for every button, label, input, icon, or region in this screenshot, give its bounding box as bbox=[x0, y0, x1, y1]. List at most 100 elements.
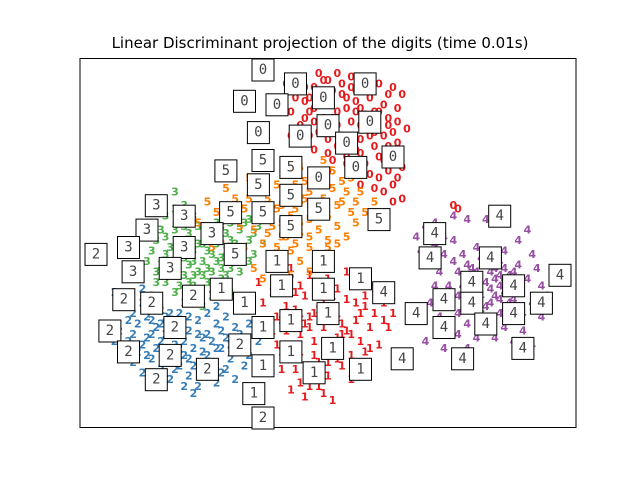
data-point-digit-5: 5 bbox=[343, 231, 351, 244]
digit-thumbnail: 5 bbox=[219, 201, 243, 225]
digit-thumbnail: 4 bbox=[432, 316, 456, 339]
thumbnail-digit-glyph: 5 bbox=[287, 187, 295, 203]
data-point-digit-3: 3 bbox=[222, 269, 230, 282]
data-point-digit-2: 2 bbox=[185, 352, 193, 365]
digit-thumbnail: 5 bbox=[279, 155, 303, 179]
digit-thumbnail: 0 bbox=[233, 89, 256, 113]
data-point-digit-0: 0 bbox=[352, 105, 360, 118]
data-point-digit-3: 3 bbox=[241, 217, 249, 230]
thumbnail-digit-glyph: 5 bbox=[254, 177, 262, 193]
thumbnail-digit-glyph: 0 bbox=[314, 170, 322, 186]
chart-title: Linear Discriminant projection of the di… bbox=[111, 34, 529, 52]
data-point-digit-0: 0 bbox=[384, 88, 392, 101]
thumbnail-frame bbox=[98, 319, 122, 343]
digit-thumbnail: 0 bbox=[381, 145, 405, 169]
data-point-digit-3: 3 bbox=[148, 245, 156, 258]
data-point-digit-1: 1 bbox=[273, 311, 281, 324]
thumbnail-frame bbox=[265, 249, 289, 273]
digit-thumbnail: 1 bbox=[316, 302, 340, 326]
thumbnail-frame bbox=[432, 316, 456, 339]
data-point-digit-2: 2 bbox=[171, 363, 179, 376]
data-point-digit-5: 5 bbox=[329, 182, 337, 195]
data-point-digit-3: 3 bbox=[245, 234, 253, 247]
data-point-digit-5: 5 bbox=[301, 192, 309, 205]
digit-thumbnail: 5 bbox=[279, 183, 303, 207]
data-point-digit-0: 0 bbox=[389, 178, 397, 191]
thumbnail-digit-glyph: 2 bbox=[124, 344, 132, 360]
data-point-digit-0: 0 bbox=[366, 130, 374, 143]
data-point-digit-3: 3 bbox=[171, 224, 179, 237]
thumbnail-digit-glyph: 1 bbox=[319, 281, 327, 297]
data-point-digit-4: 4 bbox=[514, 258, 522, 271]
thumbnail-digit-glyph: 5 bbox=[287, 219, 295, 235]
data-point-digit-0: 0 bbox=[333, 67, 341, 80]
data-point-digit-5: 5 bbox=[333, 199, 341, 212]
data-point-digit-2: 2 bbox=[217, 342, 225, 355]
thumbnail-frame bbox=[181, 284, 205, 308]
data-point-digit-1: 1 bbox=[343, 293, 351, 306]
data-point-digit-1: 1 bbox=[338, 328, 346, 341]
digit-thumbnail: 0 bbox=[246, 121, 270, 145]
digit-thumbnail: 3 bbox=[172, 204, 196, 228]
thumbnail-digit-glyph: 2 bbox=[166, 347, 174, 363]
thumbnail-frame bbox=[214, 159, 238, 183]
data-point-digit-5: 5 bbox=[352, 196, 360, 209]
data-point-digit-0: 0 bbox=[315, 67, 323, 80]
data-point-digit-3: 3 bbox=[199, 269, 207, 282]
thumbnail-frame bbox=[460, 291, 484, 315]
thumbnail-frame bbox=[335, 131, 359, 155]
digit-thumbnail: 4 bbox=[432, 288, 456, 312]
data-point-digit-5: 5 bbox=[194, 217, 202, 230]
digit-thumbnail: 2 bbox=[228, 333, 252, 357]
data-point-digit-4: 4 bbox=[510, 265, 518, 278]
data-point-digit-4: 4 bbox=[454, 328, 462, 341]
data-point-digit-2: 2 bbox=[152, 321, 160, 334]
data-point-digit-5: 5 bbox=[259, 272, 267, 285]
thumbnail-digit-glyph: 2 bbox=[92, 246, 100, 262]
thumbnail-digit-glyph: 1 bbox=[356, 361, 364, 377]
thumbnail-frame bbox=[242, 382, 266, 406]
digit-thumbnail: 4 bbox=[474, 312, 498, 336]
data-point-digit-3: 3 bbox=[162, 231, 170, 244]
digit-thumbnail: 3 bbox=[135, 218, 159, 242]
digit-thumbnail: 0 bbox=[358, 110, 382, 134]
thumbnail-frame bbox=[279, 183, 303, 207]
data-point-digit-4: 4 bbox=[449, 234, 457, 247]
data-point-digit-2: 2 bbox=[213, 318, 221, 331]
digit-thumbnail: 1 bbox=[209, 277, 233, 301]
thumbnail-frame bbox=[367, 208, 391, 232]
digit-thumbnail: 2 bbox=[140, 291, 164, 315]
data-point-digit-3: 3 bbox=[180, 269, 188, 282]
thumbnail-frame bbox=[372, 281, 396, 305]
data-point-digit-5: 5 bbox=[273, 241, 281, 254]
data-point-digit-0: 0 bbox=[384, 112, 392, 125]
data-point-digit-2: 2 bbox=[139, 338, 147, 351]
data-point-digit-4: 4 bbox=[473, 332, 481, 345]
thumbnail-frame bbox=[316, 302, 340, 326]
data-point-digit-4: 4 bbox=[496, 269, 504, 282]
data-point-digit-1: 1 bbox=[306, 311, 314, 324]
data-point-digit-1: 1 bbox=[310, 335, 318, 348]
data-point-digit-1: 1 bbox=[259, 297, 267, 310]
data-point-digit-1: 1 bbox=[292, 363, 300, 376]
data-point-digit-2: 2 bbox=[217, 325, 225, 338]
data-point-digit-3: 3 bbox=[227, 262, 235, 275]
thumbnail-frame bbox=[209, 277, 233, 301]
data-point-digit-1: 1 bbox=[352, 297, 360, 310]
data-point-digit-2: 2 bbox=[213, 300, 221, 313]
digit-thumbnail: 1 bbox=[279, 309, 303, 333]
thumbnail-digit-glyph: 2 bbox=[152, 372, 160, 388]
thumbnail-digit-glyph: 4 bbox=[440, 320, 448, 336]
digit-thumbnail: 3 bbox=[144, 194, 168, 218]
data-point-digit-0: 0 bbox=[301, 95, 309, 108]
data-point-digit-5: 5 bbox=[306, 265, 314, 278]
digit-thumbnail: 0 bbox=[284, 72, 307, 96]
data-point-digit-3: 3 bbox=[157, 224, 165, 237]
digit-thumbnail: 5 bbox=[223, 242, 247, 266]
thumbnail-digit-glyph: 1 bbox=[259, 320, 267, 336]
thumbnail-frame bbox=[279, 309, 303, 333]
data-point-digit-5: 5 bbox=[361, 206, 369, 219]
thumbnail-digit-glyph: 5 bbox=[226, 205, 234, 221]
data-point-digit-3: 3 bbox=[208, 265, 216, 278]
thumbnail-frame bbox=[251, 149, 275, 172]
